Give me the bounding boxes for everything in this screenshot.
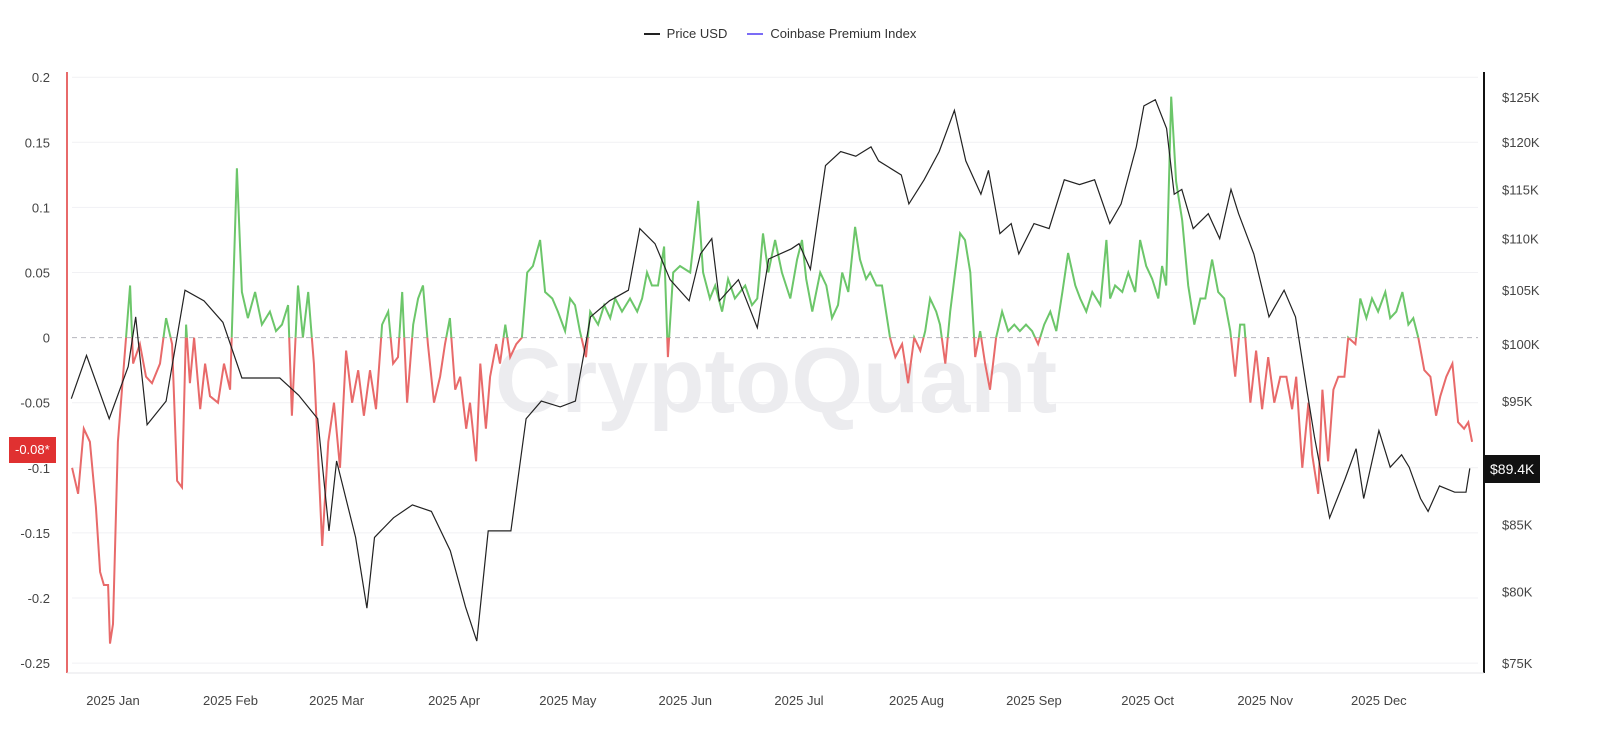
left-axis-ticks: 0.2 0.15 0.1 0.05 0 -0.05 -0.1 -0.15 -0.2 -0.25 bbox=[20, 70, 50, 671]
right-axis-tick-label: $120K bbox=[1502, 135, 1540, 150]
left-axis-tick-label: -0.1 bbox=[28, 461, 50, 476]
x-axis-tick-label: 2025 Oct bbox=[1121, 693, 1174, 708]
x-axis-tick-label: 2025 Apr bbox=[428, 693, 481, 708]
current-index-tag: -0.08* bbox=[9, 437, 56, 463]
current-price-tag: $89.4K bbox=[1484, 455, 1541, 483]
legend-price-label: Price USD bbox=[666, 26, 728, 41]
right-axis-tick-label: $100K bbox=[1502, 337, 1540, 352]
watermark-logo: CryptoQuant bbox=[495, 330, 1057, 432]
right-axis-tick-label: $110K bbox=[1502, 232, 1539, 247]
right-axis-tick-label: $115K bbox=[1502, 182, 1539, 197]
x-axis-tick-label: 2025 Aug bbox=[889, 693, 944, 708]
x-axis-tick-label: 2025 Jan bbox=[86, 693, 140, 708]
index-line-swatch-icon bbox=[747, 32, 764, 35]
right-axis-tick-label: $75K bbox=[1502, 656, 1533, 671]
price-line-swatch-icon bbox=[643, 32, 660, 35]
chart-legend: Price USD Coinbase Premium Index bbox=[0, 26, 1560, 41]
x-axis-tick-label: 2025 Jul bbox=[774, 693, 823, 708]
right-axis-tick-label: $80K bbox=[1502, 584, 1533, 599]
left-axis-tick-label: -0.15 bbox=[20, 526, 50, 541]
x-axis-tick-label: 2025 May bbox=[539, 693, 597, 708]
right-axis-tick-label: $105K bbox=[1502, 283, 1540, 298]
right-axis-ticks: $125K $120K $115K $110K $105K $100K $95K $85K $8… bbox=[1502, 90, 1540, 671]
left-axis-tick-label: 0.1 bbox=[32, 200, 50, 215]
legend-item-premium-index[interactable]: Coinbase Premium Index bbox=[747, 26, 916, 41]
left-axis-tick-label: 0.05 bbox=[25, 266, 50, 281]
x-axis-tick-label: 2025 Dec bbox=[1351, 693, 1407, 708]
right-axis-tick-label: $125K bbox=[1502, 90, 1540, 105]
left-axis-tick-label: 0.2 bbox=[32, 70, 50, 85]
legend-index-label: Coinbase Premium Index bbox=[770, 26, 917, 41]
x-axis-tick-label: 2025 Sep bbox=[1006, 693, 1062, 708]
left-axis-tick-label: -0.2 bbox=[28, 591, 50, 606]
left-axis-tick-label: 0.15 bbox=[25, 135, 50, 150]
x-axis-tick-label: 2025 Mar bbox=[309, 693, 365, 708]
x-axis-tick-label: 2025 Jun bbox=[659, 693, 713, 708]
left-axis-tick-label: -0.05 bbox=[20, 396, 50, 411]
price-usd-line bbox=[70, 98, 1471, 642]
x-axis-ticks: 2025 Jan 2025 Feb 2025 Mar 2025 Apr 2025 May… bbox=[86, 693, 1407, 708]
left-axis-tick-label: -0.25 bbox=[20, 656, 50, 671]
x-axis-tick-label: 2025 Feb bbox=[203, 693, 258, 708]
right-axis-tick-label: $85K bbox=[1502, 517, 1533, 532]
right-axis-tick-label: $95K bbox=[1502, 394, 1533, 409]
legend-item-price[interactable]: Price USD bbox=[643, 26, 728, 41]
premium-index-line-positive bbox=[125, 96, 1420, 338]
x-axis-tick-label: 2025 Nov bbox=[1237, 693, 1293, 708]
left-axis-tick-label: 0 bbox=[43, 331, 50, 346]
gridlines bbox=[72, 76, 1478, 664]
